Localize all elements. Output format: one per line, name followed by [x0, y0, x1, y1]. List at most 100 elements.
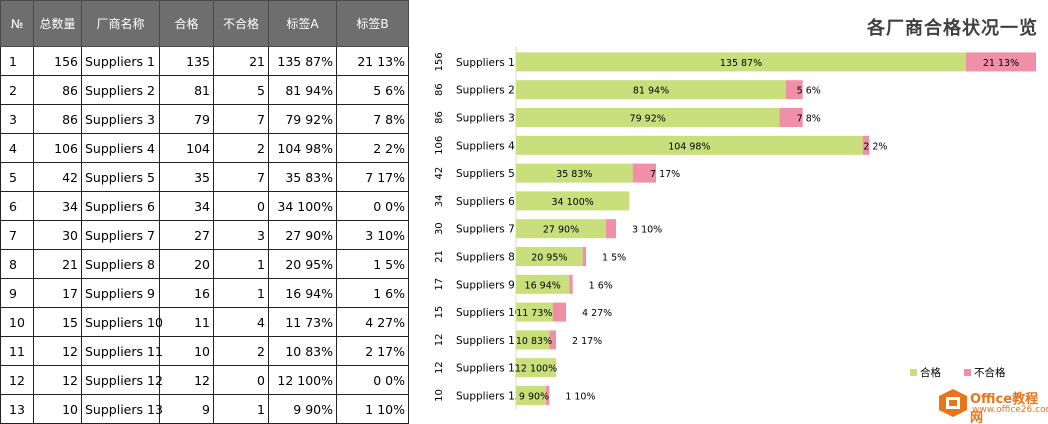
cell-supplier[interactable]: Suppliers 1: [81, 46, 160, 76]
cell-fail[interactable]: 2: [213, 336, 269, 366]
cell-total[interactable]: 21: [33, 249, 82, 279]
cell-total[interactable]: 156: [33, 46, 82, 76]
cell-total[interactable]: 86: [33, 104, 82, 134]
cell-total[interactable]: 34: [33, 191, 82, 221]
cell-fail[interactable]: 21: [213, 46, 269, 76]
cell-pass[interactable]: 10: [159, 336, 214, 366]
cell-label-a[interactable]: 35 83%: [268, 162, 337, 192]
cell-pass[interactable]: 16: [159, 278, 214, 308]
cell-pass[interactable]: 35: [159, 162, 214, 192]
cell-pass[interactable]: 9: [159, 394, 214, 424]
cell-no[interactable]: 13: [0, 394, 34, 424]
cell-pass[interactable]: 81: [159, 75, 214, 105]
cell-pass[interactable]: 27: [159, 220, 214, 250]
table-row: 4 106 Suppliers 4 104 2 104 98% 2 2%: [0, 133, 409, 163]
cell-total[interactable]: 10: [33, 394, 82, 424]
cell-supplier[interactable]: Suppliers 11: [81, 336, 163, 366]
cell-fail[interactable]: 7: [213, 104, 269, 134]
cell-label-b[interactable]: 7 17%: [336, 162, 409, 192]
cell-label-b[interactable]: 4 27%: [336, 307, 409, 337]
cell-label-b[interactable]: 1 5%: [336, 249, 409, 279]
cell-total[interactable]: 12: [33, 336, 82, 366]
category-label: Suppliers 11: [456, 335, 521, 347]
cell-supplier[interactable]: Suppliers 7: [81, 220, 160, 250]
cell-supplier[interactable]: Suppliers 4: [81, 133, 160, 163]
cell-no[interactable]: 11: [0, 336, 34, 366]
cell-pass[interactable]: 20: [159, 249, 214, 279]
cell-label-b[interactable]: 1 6%: [336, 278, 409, 308]
cell-no[interactable]: 2: [0, 75, 34, 105]
cell-pass[interactable]: 104: [159, 133, 214, 163]
cell-label-a[interactable]: 81 94%: [268, 75, 337, 105]
cell-label-b[interactable]: 1 10%: [336, 394, 409, 424]
cell-label-a[interactable]: 79 92%: [268, 104, 337, 134]
cell-label-a[interactable]: 27 90%: [268, 220, 337, 250]
cell-total[interactable]: 17: [33, 278, 82, 308]
bar-fail: [632, 163, 656, 183]
cell-fail[interactable]: 4: [213, 307, 269, 337]
cell-supplier[interactable]: Suppliers 3: [81, 104, 160, 134]
cell-total[interactable]: 30: [33, 220, 82, 250]
cell-fail[interactable]: 3: [213, 220, 269, 250]
cell-total[interactable]: 106: [33, 133, 82, 163]
cell-no[interactable]: 9: [0, 278, 34, 308]
bar-fail: [786, 80, 803, 100]
bar-fail: [606, 219, 616, 239]
cell-total[interactable]: 15: [33, 307, 82, 337]
total-label: 10: [434, 389, 445, 402]
bar-pass: [516, 80, 786, 100]
cell-fail[interactable]: 5: [213, 75, 269, 105]
cell-total[interactable]: 42: [33, 162, 82, 192]
cell-no[interactable]: 4: [0, 133, 34, 163]
cell-fail[interactable]: 7: [213, 162, 269, 192]
cell-pass[interactable]: 12: [159, 365, 214, 395]
cell-label-a[interactable]: 135 87%: [268, 46, 337, 76]
cell-no[interactable]: 10: [0, 307, 34, 337]
cell-fail[interactable]: 2: [213, 133, 269, 163]
cell-label-b[interactable]: 0 0%: [336, 191, 409, 221]
cell-pass[interactable]: 135: [159, 46, 214, 76]
cell-label-a[interactable]: 34 100%: [268, 191, 337, 221]
cell-fail[interactable]: 1: [213, 249, 269, 279]
cell-no[interactable]: 1: [0, 46, 34, 76]
cell-label-b[interactable]: 2 2%: [336, 133, 409, 163]
cell-label-b[interactable]: 3 10%: [336, 220, 409, 250]
cell-fail[interactable]: 1: [213, 394, 269, 424]
cell-no[interactable]: 3: [0, 104, 34, 134]
cell-supplier[interactable]: Suppliers 13: [81, 394, 163, 424]
cell-label-a[interactable]: 11 73%: [268, 307, 337, 337]
cell-supplier[interactable]: Suppliers 12: [81, 365, 163, 395]
cell-supplier[interactable]: Suppliers 2: [81, 75, 160, 105]
cell-fail[interactable]: 0: [213, 365, 269, 395]
cell-total[interactable]: 86: [33, 75, 82, 105]
cell-label-a[interactable]: 16 94%: [268, 278, 337, 308]
cell-total[interactable]: 12: [33, 365, 82, 395]
cell-pass[interactable]: 79: [159, 104, 214, 134]
cell-label-b[interactable]: 7 8%: [336, 104, 409, 134]
cell-no[interactable]: 5: [0, 162, 34, 192]
bar-pass: [516, 135, 863, 155]
cell-fail[interactable]: 0: [213, 191, 269, 221]
cell-pass[interactable]: 11: [159, 307, 214, 337]
cell-no[interactable]: 8: [0, 249, 34, 279]
cell-label-a[interactable]: 9 90%: [268, 394, 337, 424]
cell-label-b[interactable]: 0 0%: [336, 365, 409, 395]
cell-supplier[interactable]: Suppliers 5: [81, 162, 160, 192]
cell-supplier[interactable]: Suppliers 6: [81, 191, 160, 221]
cell-label-b[interactable]: 21 13%: [336, 46, 409, 76]
cell-label-b[interactable]: 2 17%: [336, 336, 409, 366]
cell-label-a[interactable]: 20 95%: [268, 249, 337, 279]
cell-supplier[interactable]: Suppliers 9: [81, 278, 160, 308]
cell-label-a[interactable]: 10 83%: [268, 336, 337, 366]
cell-pass[interactable]: 34: [159, 191, 214, 221]
cell-label-b[interactable]: 5 6%: [336, 75, 409, 105]
cell-supplier[interactable]: Suppliers 8: [81, 249, 160, 279]
cell-fail[interactable]: 1: [213, 278, 269, 308]
cell-no[interactable]: 12: [0, 365, 34, 395]
table-row: 11 12 Suppliers 11 10 2 10 83% 2 17%: [0, 336, 409, 366]
cell-label-a[interactable]: 104 98%: [268, 133, 337, 163]
cell-no[interactable]: 6: [0, 191, 34, 221]
cell-no[interactable]: 7: [0, 220, 34, 250]
cell-supplier[interactable]: Suppliers 10: [81, 307, 163, 337]
cell-label-a[interactable]: 12 100%: [268, 365, 337, 395]
